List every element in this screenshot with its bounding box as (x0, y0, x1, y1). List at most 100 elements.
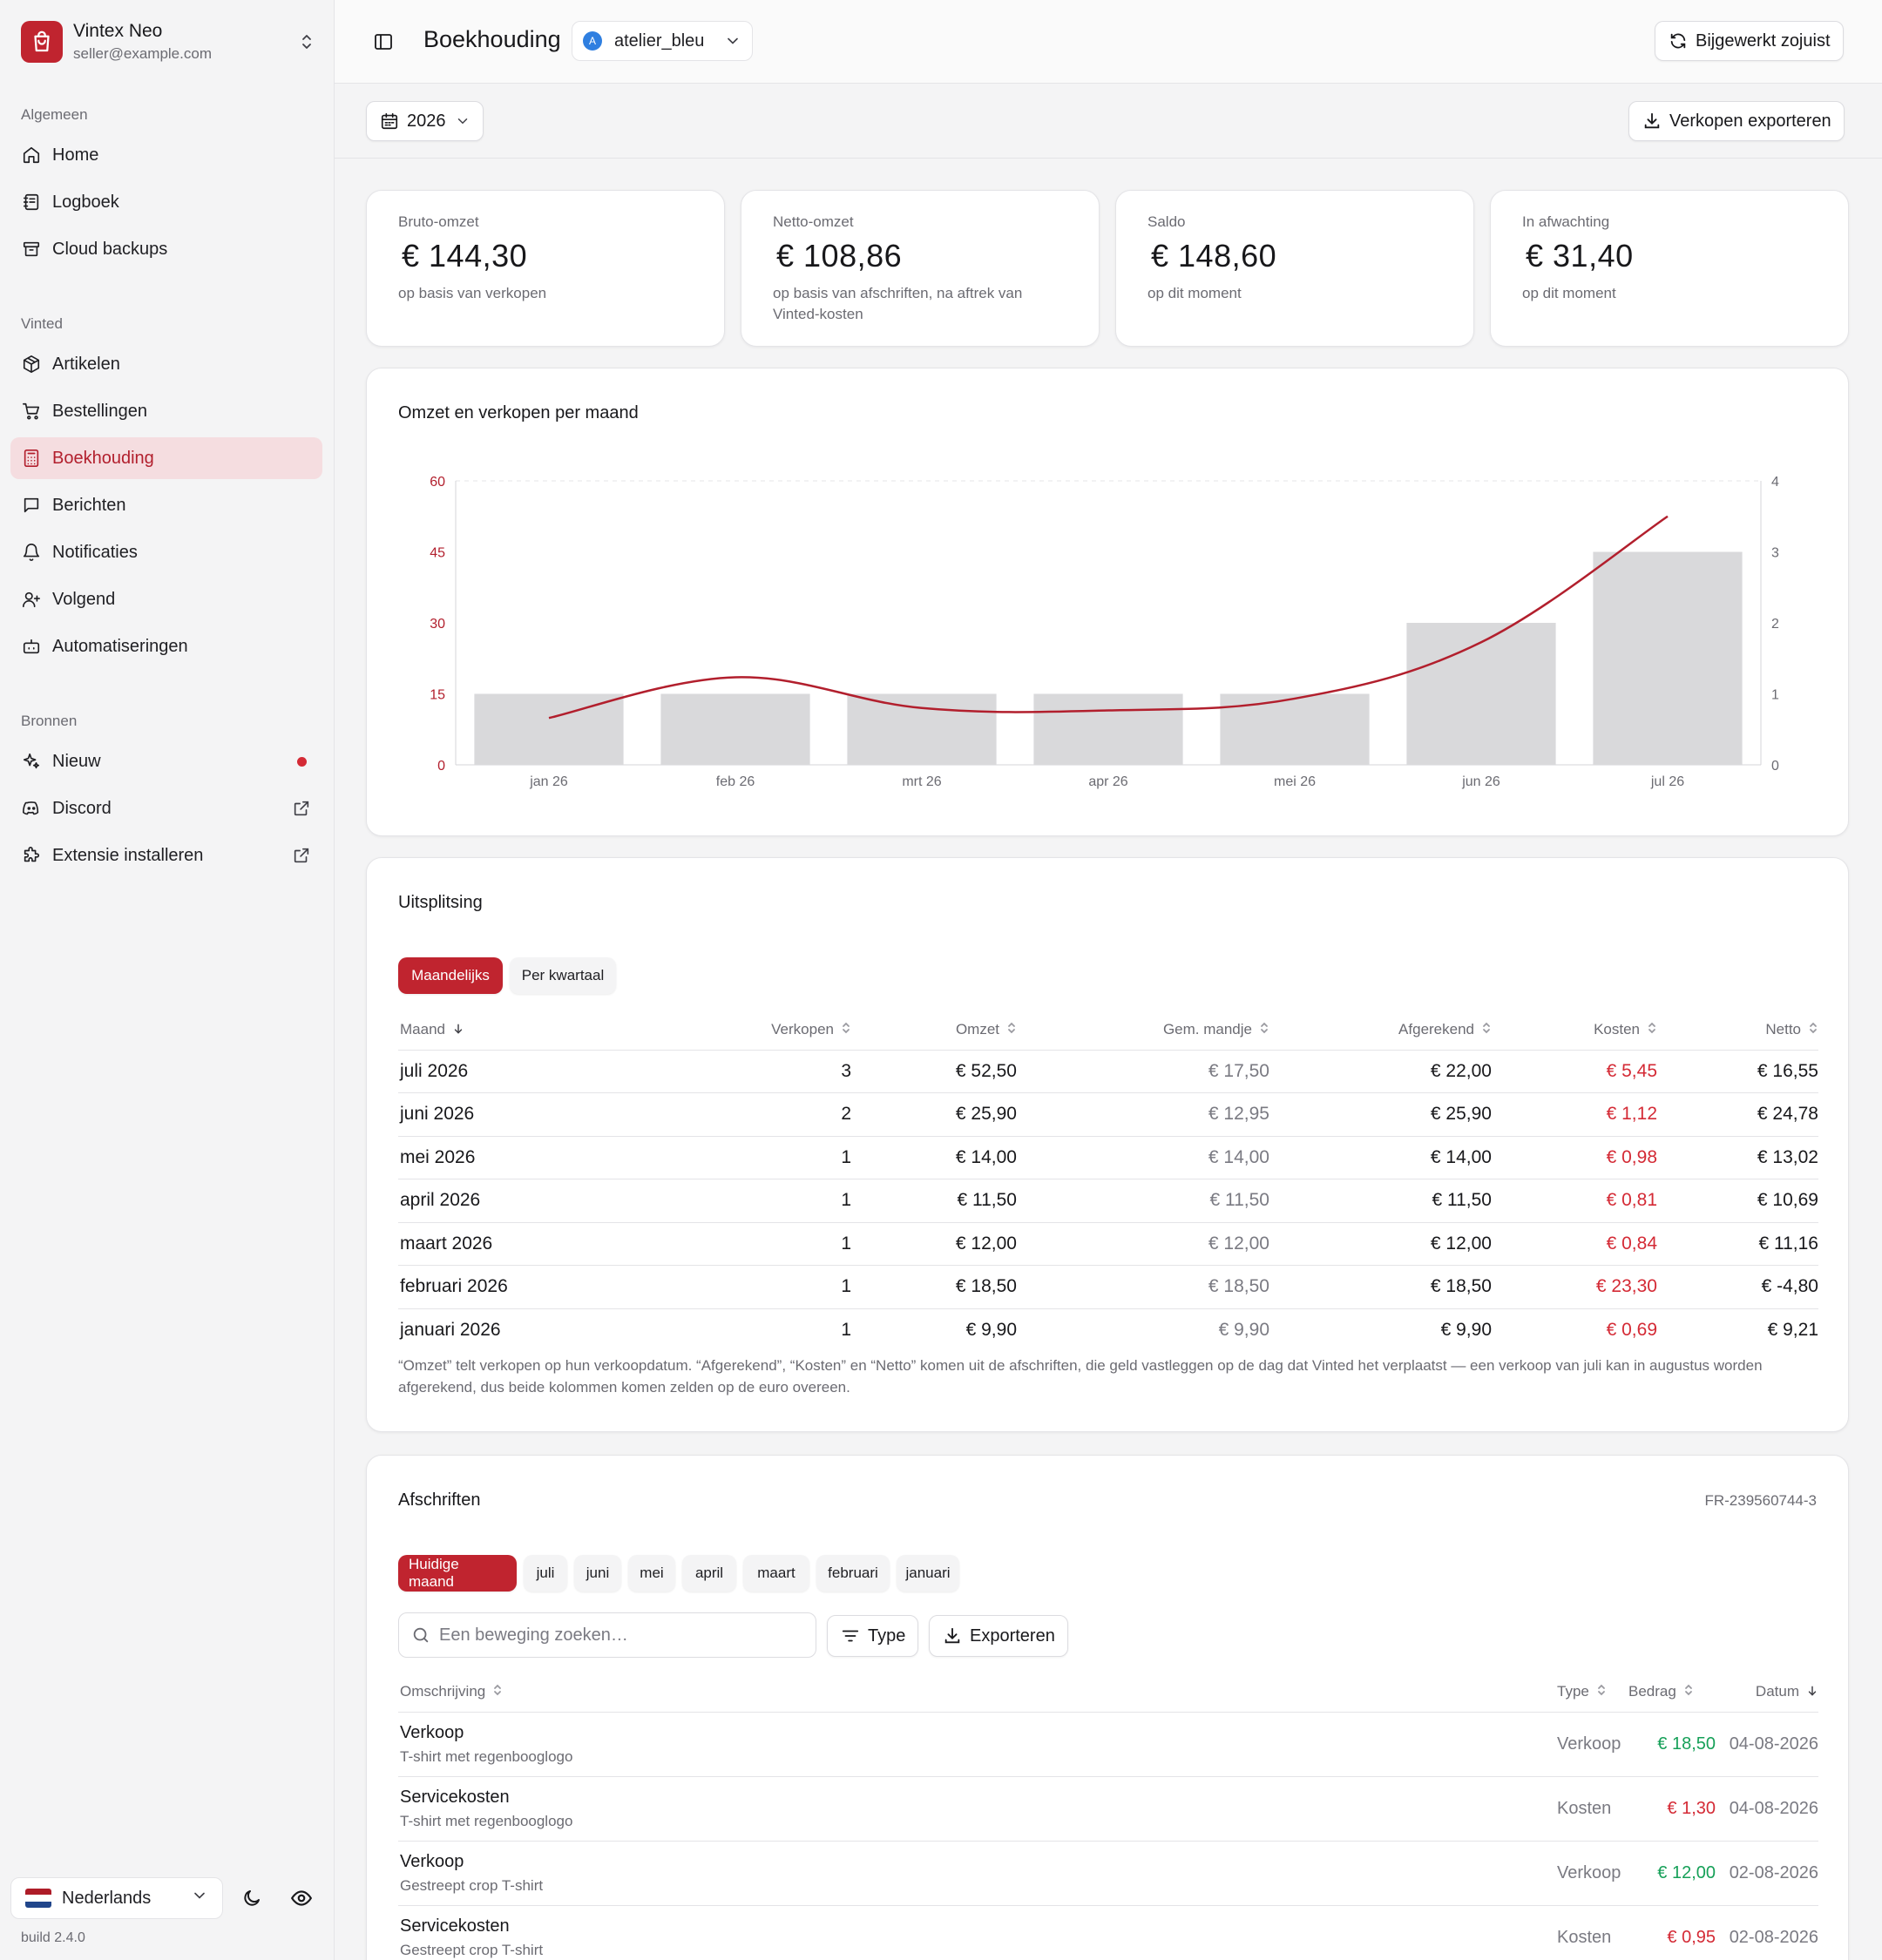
moon-icon[interactable] (239, 1885, 265, 1911)
kpi-card-net: Netto-omzet € 108,86 op basis van afschr… (741, 190, 1100, 347)
main-content: Boekhouding A atelier_bleu Bijgewerkt zo… (335, 0, 1882, 1960)
language-select[interactable]: Nederlands (10, 1877, 223, 1919)
column-header-settled[interactable]: Afgerekend (1269, 1011, 1492, 1051)
sidebar-item-install-extension[interactable]: Extensie installeren (10, 835, 322, 876)
x-tick-label: mei 26 (1274, 774, 1316, 789)
export-statements-button[interactable]: Exporteren (929, 1615, 1068, 1657)
statement-tab[interactable]: Huidige maand (398, 1555, 517, 1592)
year-select[interactable]: 2026 (366, 101, 484, 141)
calculator-icon (21, 448, 42, 469)
account-switcher[interactable]: Vintex Neo seller@example.com (21, 19, 317, 64)
table-cell: 1 (686, 1265, 851, 1309)
statement-tab[interactable]: mei (628, 1555, 675, 1592)
y-right-tick-label: 3 (1771, 546, 1779, 561)
table-cell: 1 (686, 1179, 851, 1223)
sidebar-item-following[interactable]: Volgend (10, 578, 322, 620)
filter-icon (840, 1625, 861, 1646)
kpi-subtitle: op basis van verkopen (398, 285, 547, 301)
type-filter-label: Type (868, 1625, 906, 1646)
table-cell: € 25,90 (851, 1092, 1017, 1137)
statement-tab[interactable]: april (682, 1555, 736, 1592)
shop-selector[interactable]: A atelier_bleu (572, 21, 753, 61)
transaction-amount: € 18,50 (1628, 1712, 1716, 1777)
table-row[interactable]: Servicekosten Gestreept crop T-shirt Koste… (398, 1905, 1818, 1960)
search-input[interactable]: Een beweging zoeken… (398, 1612, 816, 1658)
column-header-type[interactable]: Type (1557, 1673, 1628, 1713)
table-row[interactable]: Verkoop Gestreept crop T-shirt Verkoop € 12… (398, 1841, 1818, 1906)
export-sales-button[interactable]: Verkopen exporteren (1628, 101, 1845, 141)
transaction-item: Gestreept crop T-shirt (400, 1941, 544, 1958)
y-right-tick-label: 2 (1771, 617, 1779, 632)
transaction-type: Kosten (1557, 1927, 1612, 1947)
sidebar-item-label: Extensie installeren (52, 845, 204, 865)
kpi-label: In afwachting (1522, 213, 1610, 230)
statement-tab[interactable]: juni (574, 1555, 621, 1592)
table-cell: € 9,90 (1440, 1320, 1492, 1340)
table-cell: 1 (686, 1136, 851, 1179)
statement-tab[interactable]: maart (743, 1555, 809, 1592)
puzzle-icon (21, 845, 42, 866)
statement-tab[interactable]: januari (897, 1555, 959, 1592)
refresh-button[interactable]: Bijgewerkt zojuist (1655, 21, 1844, 61)
sidebar-item-messages[interactable]: Berichten (10, 484, 322, 526)
transaction-date: 04-08-2026 (1716, 1712, 1818, 1777)
table-cell: € 0,81 (1492, 1179, 1657, 1223)
kpi-label: Bruto-omzet (398, 213, 479, 230)
sidebar-item-automations[interactable]: Automatiseringen (10, 625, 322, 667)
table-cell: maart 2026 (398, 1222, 686, 1266)
table-cell: € 12,00 (1269, 1222, 1492, 1266)
x-tick-label: feb 26 (716, 774, 755, 789)
table-cell: 1 (686, 1222, 851, 1266)
eye-icon[interactable] (288, 1885, 315, 1911)
transaction-type: Verkoop (1557, 1841, 1628, 1906)
x-tick-label: apr 26 (1088, 774, 1127, 789)
tab-quarterly[interactable]: Per kwartaal (510, 957, 616, 994)
sidebar-item-new[interactable]: Nieuw (10, 740, 322, 782)
column-header-date[interactable]: Datum (1716, 1673, 1818, 1713)
revenue-line (548, 515, 1669, 720)
sidebar-item-articles[interactable]: Artikelen (10, 343, 322, 385)
sidebar-toggle-icon[interactable] (373, 31, 394, 52)
table-cell: april 2026 (398, 1179, 686, 1223)
statement-tab[interactable]: februari (816, 1555, 890, 1592)
table-cell: € 11,16 (1657, 1222, 1818, 1266)
kpi-value: € 31,40 (1526, 238, 1634, 274)
type-filter-button[interactable]: Type (827, 1615, 919, 1657)
sidebar: Vintex Neo seller@example.com Algemeen H… (0, 0, 335, 1960)
bar (1593, 551, 1743, 765)
page-title: Boekhouding (423, 26, 561, 52)
table-row[interactable]: Servicekosten T-shirt met regenbooglogo Ko… (398, 1776, 1818, 1842)
sidebar-item-notifications[interactable]: Notificaties (10, 531, 322, 573)
netherlands-flag-icon (25, 1889, 51, 1908)
y-left-tick-label: 30 (430, 617, 445, 632)
column-header-sales[interactable]: Verkopen (686, 1011, 851, 1051)
table-cell: € 12,95 (1017, 1092, 1269, 1137)
sidebar-item-home[interactable]: Home (10, 134, 322, 176)
kpi-card-balance: Saldo € 148,60 op dit moment (1115, 190, 1474, 347)
export-sales-label: Verkopen exporteren (1669, 111, 1831, 131)
x-tick-label: jun 26 (1461, 774, 1500, 789)
column-header-description[interactable]: Omschrijving (398, 1673, 1557, 1713)
tab-monthly[interactable]: Maandelijks (398, 957, 503, 994)
sidebar-item-discord[interactable]: Discord (10, 787, 322, 829)
sidebar-item-accounting[interactable]: Boekhouding (10, 437, 322, 479)
sidebar-item-logbook[interactable]: Logboek (10, 181, 322, 223)
y-left-tick-label: 15 (430, 688, 445, 703)
table-row[interactable]: Verkoop T-shirt met regenbooglogo Verkoop €… (398, 1712, 1818, 1777)
column-header-revenue[interactable]: Omzet (851, 1011, 1017, 1051)
table-row: juni 2026 2 € 25,90 € 12,95 € 25,90 € 1,12 € 2… (398, 1092, 1818, 1137)
column-header-avg-basket[interactable]: Gem. mandje (1017, 1011, 1269, 1051)
y-right-tick-label: 1 (1771, 688, 1779, 703)
column-header-net[interactable]: Netto (1657, 1011, 1818, 1051)
bot-icon (21, 636, 42, 657)
column-header-amount[interactable]: Bedrag (1628, 1673, 1716, 1713)
statement-tab[interactable]: juli (524, 1555, 567, 1592)
sidebar-item-orders[interactable]: Bestellingen (10, 390, 322, 432)
chevrons-up-down-icon (296, 31, 317, 52)
transaction-description: Servicekosten (400, 1787, 510, 1807)
transaction-date: 04-08-2026 (1716, 1776, 1818, 1842)
shop-avatar: A (583, 31, 602, 51)
column-header-costs[interactable]: Kosten (1492, 1011, 1657, 1051)
column-header-month[interactable]: Maand (398, 1011, 686, 1051)
sidebar-item-cloud-backups[interactable]: Cloud backups (10, 228, 322, 270)
